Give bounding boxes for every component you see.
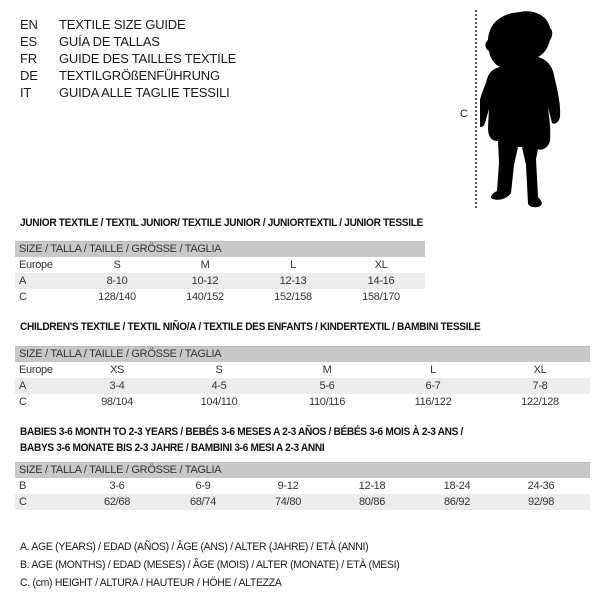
table-cell: 24-36	[527, 480, 555, 492]
table-cell: 80/86	[358, 496, 386, 508]
height-measure-line	[475, 10, 477, 208]
table-cell: S	[215, 364, 223, 376]
table-row: Europe XS S M L XL	[15, 362, 590, 378]
table-cell: 158/170	[362, 291, 400, 303]
table-cell: 14-16	[367, 275, 395, 287]
height-measure-label: C	[460, 108, 468, 120]
size-table: SIZE / TALLA / TAILLE / GRÖSSE / TAGLIA E…	[15, 346, 590, 410]
table-cell: 104/110	[200, 396, 238, 408]
table-cell: 86/92	[443, 496, 471, 508]
legend-item: C. (cm) HEIGHT / ALTURA / HAUTEUR / HÖHE…	[20, 577, 282, 589]
table-cell: L	[430, 364, 436, 376]
legend: A. AGE (YEARS) / EDAD (AÑOS) / ÂGE (ANS)…	[20, 538, 400, 592]
table-row: B 3-6 6-9 9-12 12-18 18-24 24-36	[15, 478, 590, 494]
language-title: GUIDA ALLE TAGLIE TESSILI	[59, 85, 230, 100]
row-label: C	[19, 396, 27, 408]
table-cell: M	[322, 364, 332, 376]
table-header: SIZE / TALLA / TAILLE / GRÖSSE / TAGLIA	[15, 346, 590, 362]
table-row: C 62/68 68/74 74/80 80/86 86/92 92/98	[15, 494, 590, 510]
table-cell: 122/128	[521, 396, 559, 408]
legend-item: A. AGE (YEARS) / EDAD (AÑOS) / ÂGE (ANS)…	[20, 541, 369, 553]
table-cell: 116/122	[414, 396, 452, 408]
table-cell: 152/158	[274, 291, 312, 303]
row-label: Europe	[19, 364, 53, 376]
legend-item: B. AGE (MONTHS) / EDAD (MESES) / ÂGE (MO…	[20, 559, 400, 571]
table-cell: 4-5	[211, 380, 227, 392]
table-cell: 8-10	[106, 275, 128, 287]
table-cell: L	[290, 259, 296, 271]
language-title: TEXTILGRÖßENFÜHRUNG	[59, 68, 220, 83]
table-cell: XL	[374, 259, 388, 271]
row-label: A	[19, 380, 27, 392]
language-list: EN TEXTILE SIZE GUIDE ES GUÍA DE TALLAS FR…	[20, 16, 236, 101]
table-cell: 128/140	[98, 291, 136, 303]
language-code: DE	[20, 68, 38, 83]
table-row: A 8-10 10-12 12-13 14-16	[15, 273, 425, 289]
row-label: Europe	[19, 259, 53, 271]
table-header: SIZE / TALLA / TAILLE / GRÖSSE / TAGLIA	[15, 241, 425, 257]
section-title-line: CHILDREN'S TEXTILE / TEXTIL NIÑO/A / TEX…	[20, 321, 481, 333]
table-cell: 68/74	[189, 496, 217, 508]
table-cell: 6-7	[425, 380, 441, 392]
table-row: C 98/104 104/110 110/116 116/122 122/128	[15, 394, 590, 410]
language-row: ES GUÍA DE TALLAS	[20, 33, 236, 50]
table-cell: 12-13	[279, 275, 307, 287]
section-title: JUNIOR TEXTILE / TEXTIL JUNIOR/ TEXTILE …	[20, 215, 423, 231]
section-title-line: BABIES 3-6 MONTH TO 2-3 YEARS / BEBÉS 3-…	[20, 426, 464, 438]
table-cell: 3-4	[109, 380, 125, 392]
table-cell: 62/68	[103, 496, 131, 508]
table-cell: 74/80	[274, 496, 302, 508]
table-header: SIZE / TALLA / TAILLE / GRÖSSE / TAGLIA	[15, 462, 590, 478]
row-label: B	[19, 480, 27, 492]
language-row: EN TEXTILE SIZE GUIDE	[20, 16, 236, 33]
row-label: A	[19, 275, 27, 287]
section-title-line: BABYS 3-6 MONATE BIS 2-3 JAHRE / BAMBINI…	[20, 442, 325, 454]
section-title: CHILDREN'S TEXTILE / TEXTIL NIÑO/A / TEX…	[20, 319, 481, 335]
table-cell: XS	[109, 364, 125, 376]
table-cell: M	[200, 259, 210, 271]
table-row: Europe S M L XL	[15, 257, 425, 273]
table-cell: 7-8	[532, 380, 548, 392]
size-table: SIZE / TALLA / TAILLE / GRÖSSE / TAGLIA B…	[15, 462, 590, 510]
table-cell: 140/152	[186, 291, 224, 303]
language-code: ES	[20, 34, 37, 49]
baby-silhouette-icon	[480, 11, 561, 208]
language-row: IT GUIDA ALLE TAGLIE TESSILI	[20, 84, 236, 101]
table-cell: 9-12	[277, 480, 299, 492]
table-row: A 3-4 4-5 5-6 6-7 7-8	[15, 378, 590, 394]
language-code: FR	[20, 51, 37, 66]
language-code: IT	[20, 85, 32, 100]
section-title: BABIES 3-6 MONTH TO 2-3 YEARS / BEBÉS 3-…	[20, 424, 463, 456]
row-label: C	[19, 496, 27, 508]
table-cell: 92/98	[527, 496, 555, 508]
table-cell: XL	[533, 364, 547, 376]
table-cell: 3-6	[109, 480, 125, 492]
language-title: TEXTILE SIZE GUIDE	[59, 17, 186, 32]
language-row: DE TEXTILGRÖßENFÜHRUNG	[20, 67, 236, 84]
table-cell: 10-12	[191, 275, 219, 287]
section-title-line: JUNIOR TEXTILE / TEXTIL JUNIOR/ TEXTILE …	[20, 217, 423, 229]
language-title: GUÍA DE TALLAS	[59, 34, 160, 49]
size-table: SIZE / TALLA / TAILLE / GRÖSSE / TAGLIA E…	[15, 241, 425, 305]
table-cell: 12-18	[358, 480, 386, 492]
table-cell: 18-24	[443, 480, 471, 492]
table-cell: S	[113, 259, 121, 271]
table-cell: 98/104	[101, 396, 133, 408]
table-cell: 6-9	[195, 480, 211, 492]
row-label: C	[19, 291, 27, 303]
table-cell: 110/116	[308, 396, 346, 408]
language-title: GUIDE DES TAILLES TEXTILE	[59, 51, 237, 66]
language-row: FR GUIDE DES TAILLES TEXTILE	[20, 50, 236, 67]
language-code: EN	[20, 17, 38, 32]
table-cell: 5-6	[319, 380, 335, 392]
table-row: C 128/140 140/152 152/158 158/170	[15, 289, 425, 305]
